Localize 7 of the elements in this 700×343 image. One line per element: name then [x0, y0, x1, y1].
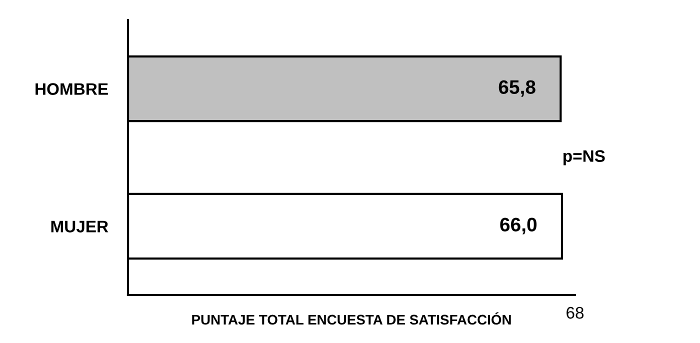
- data-label: 65,8: [498, 80, 536, 97]
- x-axis-title: PUNTAJE TOTAL ENCUESTA DE SATISFACCIÓN: [192, 312, 511, 325]
- y-tick-label: HOMBRE: [36, 83, 108, 95]
- text: p=NS: [564, 150, 605, 166]
- text: 68: [566, 306, 584, 319]
- y-tick-label: MUJER: [51, 220, 108, 232]
- data-label: 66,0: [500, 218, 537, 234]
